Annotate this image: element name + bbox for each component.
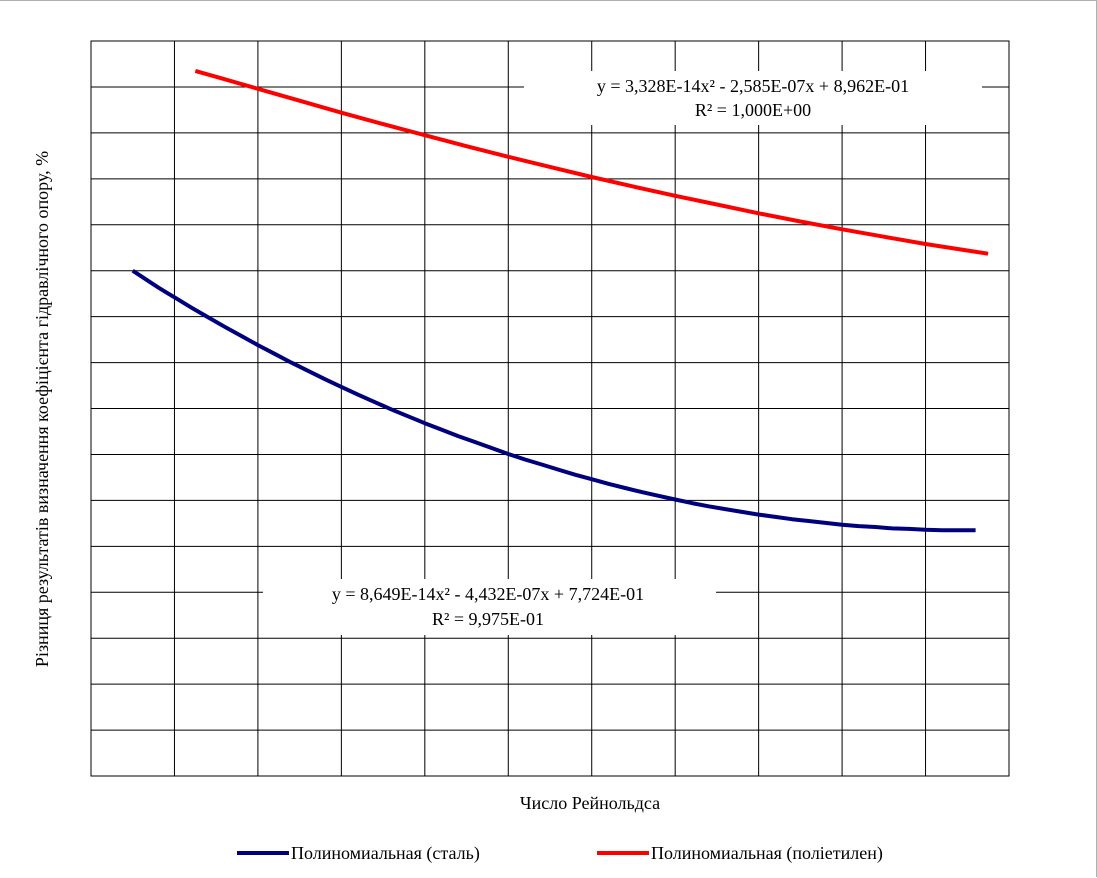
trendline-label-polyethylene: y = 3,328E-14x² - 2,585E-07x + 8,962E-01…	[524, 71, 982, 125]
legend: Полиномиальная (сталь) Полиномиальная (п…	[237, 843, 883, 864]
equation-steel: y = 8,649E-14x² - 4,432E-07x + 7,724E-01	[332, 584, 644, 604]
series-layer	[131, 68, 989, 533]
series-line-steel	[131, 269, 976, 533]
r-squared-steel: R² = 9,975E-01	[432, 609, 544, 629]
legend-label-polyethylene: Полиномиальная (поліетилен)	[651, 843, 883, 864]
plot-area-border	[90, 40, 1010, 777]
grid-layer	[91, 41, 1009, 776]
x-axis-title: Число Рейнольдса	[520, 793, 660, 813]
series-line-polyethylene	[194, 68, 989, 256]
y-axis-title: Різниця результатів визначення коефіцієн…	[32, 151, 52, 667]
r-squared-polyethylene: R² = 1,000E+00	[695, 100, 811, 120]
legend-label-steel: Полиномиальная (сталь)	[291, 843, 480, 864]
equation-polyethylene: y = 3,328E-14x² - 2,585E-07x + 8,962E-01	[597, 76, 909, 96]
trendline-label-steel: y = 8,649E-14x² - 4,432E-07x + 7,724E-01…	[263, 579, 716, 635]
